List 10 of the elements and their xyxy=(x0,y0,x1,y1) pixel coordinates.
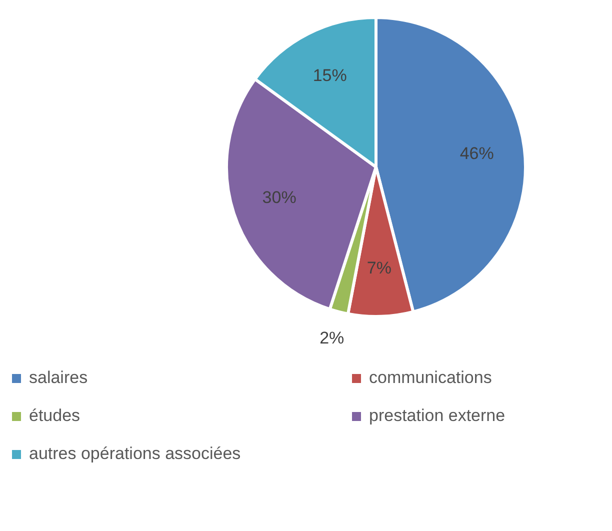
legend-label: communications xyxy=(369,368,492,388)
data-label: 15% xyxy=(312,66,347,86)
legend-label: autres opérations associées xyxy=(29,444,241,464)
data-label: 2% xyxy=(320,328,344,348)
legend-label: études xyxy=(29,406,80,426)
data-label: 46% xyxy=(460,144,494,163)
legend-label: salaires xyxy=(29,368,88,388)
data-label: 30% xyxy=(262,188,296,208)
data-label: 7% xyxy=(366,258,392,278)
legend-label: prestation externe xyxy=(369,406,506,426)
